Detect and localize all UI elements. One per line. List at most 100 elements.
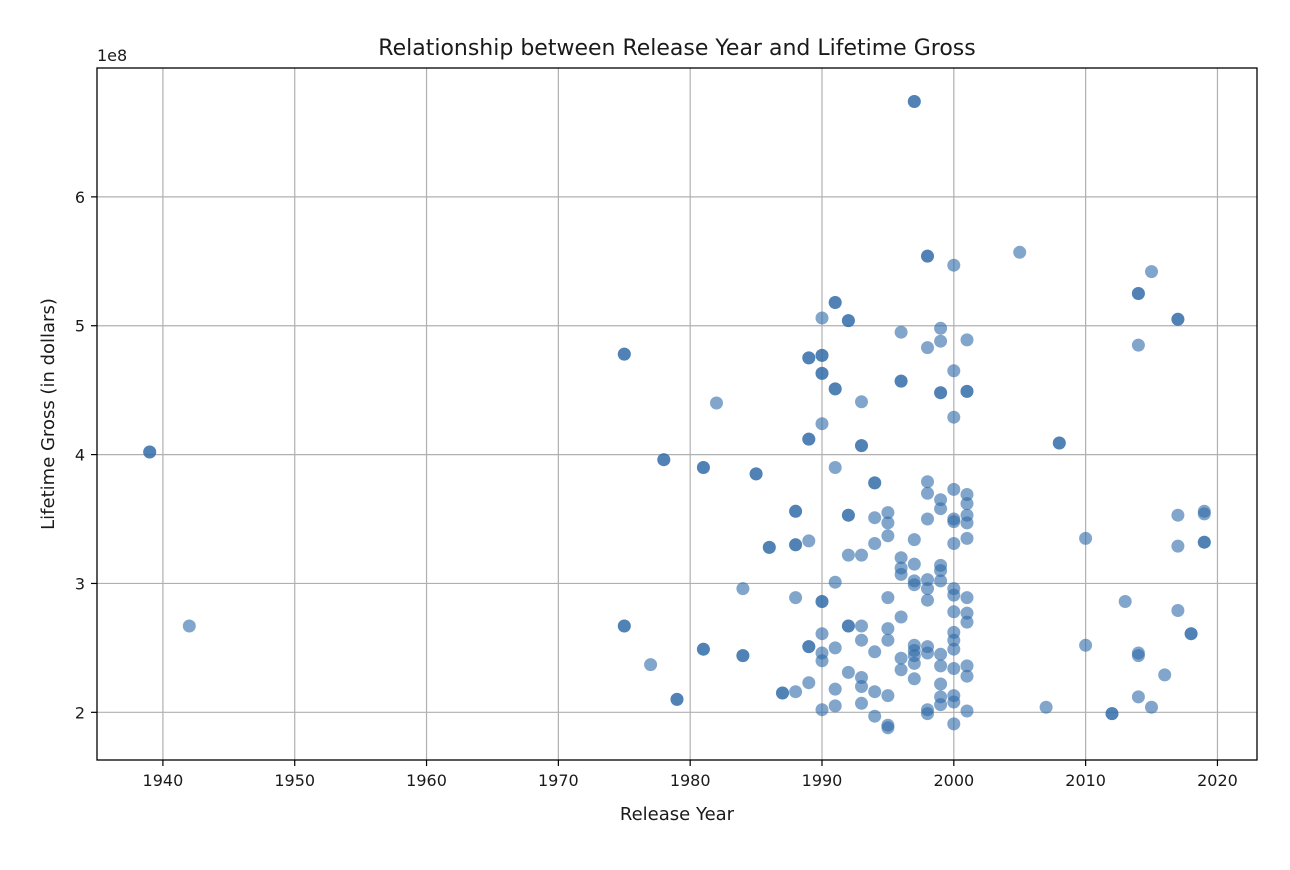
scatter-point — [894, 374, 908, 388]
scatter-point — [1184, 627, 1198, 641]
scatter-point — [1145, 700, 1158, 714]
y-tick-label: 2 — [75, 703, 85, 722]
scatter-point — [907, 672, 921, 686]
scatter-point — [947, 695, 961, 709]
scatter-point — [1013, 245, 1027, 259]
scatter-point — [841, 548, 855, 562]
scatter-point — [960, 606, 974, 620]
grid-layer — [97, 68, 1257, 760]
scatter-point — [855, 633, 868, 647]
scatter-point — [934, 677, 948, 691]
scatter-point — [749, 467, 763, 481]
scatter-point — [815, 654, 829, 668]
y-tick-label: 6 — [75, 188, 85, 207]
scatter-point — [934, 564, 948, 578]
scatter-point — [762, 540, 776, 554]
scatter-point — [960, 615, 974, 629]
scatter-point — [776, 686, 789, 700]
scatter-point — [934, 334, 948, 348]
y-axis-label: Lifetime Gross (in dollars) — [38, 298, 59, 530]
scatter-point — [960, 497, 974, 511]
scatter-point — [1145, 265, 1158, 279]
scatter-point — [828, 296, 842, 309]
scatter-point — [617, 619, 631, 633]
scatter-point — [1105, 707, 1119, 721]
scatter-point — [894, 325, 908, 339]
scatter-point — [828, 699, 842, 713]
ticks-layer: 1940 1950 1960 1970 1980 1990 2000 2010 2020 2 3 4 5… — [75, 188, 1238, 790]
scatter-point — [934, 493, 948, 507]
scatter-point — [894, 551, 908, 565]
scatter-point — [934, 502, 948, 516]
scatter-point — [789, 538, 803, 552]
scatter-point — [815, 311, 829, 325]
scatter-point — [947, 717, 961, 731]
scatter-point — [815, 595, 829, 608]
scatter-point — [921, 646, 934, 660]
scatter-point — [815, 627, 829, 641]
scatter-point — [182, 619, 196, 633]
x-tick-label: 1990 — [802, 771, 843, 790]
scatter-point — [934, 321, 948, 335]
scatter-point — [855, 671, 868, 684]
scatter-point — [894, 610, 908, 624]
scatter-point — [868, 709, 882, 723]
scatter-point — [881, 622, 895, 636]
scatter-point — [828, 382, 842, 396]
scatter-point — [947, 364, 961, 378]
scatter-point — [855, 395, 868, 409]
x-tick-label: 1960 — [406, 771, 447, 790]
scatter-point — [696, 461, 710, 474]
scatter-point — [921, 249, 934, 263]
scatter-point — [894, 651, 908, 665]
scatter-point — [868, 537, 882, 550]
scatter-point — [947, 642, 961, 656]
scatter-point — [947, 662, 961, 675]
scatter-point — [1131, 649, 1145, 663]
scatter-point — [617, 347, 631, 361]
scatter-point — [960, 516, 974, 530]
scatter-point — [789, 685, 803, 699]
scatter-point — [947, 482, 961, 496]
scatter-point — [881, 529, 895, 543]
scatter-point — [947, 633, 961, 647]
scatter-point — [802, 640, 816, 654]
scatter-point — [828, 641, 842, 655]
scatter-point — [1171, 539, 1185, 553]
scatter-point — [921, 593, 934, 607]
scatter-point — [815, 417, 829, 431]
plot-frame — [96, 67, 1258, 761]
scatter-point — [934, 647, 948, 661]
scatter-point — [907, 557, 921, 571]
scatter-point — [907, 578, 921, 592]
scatter-point — [1131, 287, 1145, 300]
scatter-point — [868, 685, 882, 699]
scatter-point — [960, 669, 974, 683]
scatter-point — [802, 676, 816, 690]
x-tick-label: 2020 — [1197, 771, 1238, 790]
scatter-point — [947, 515, 961, 529]
y-tick-label: 5 — [75, 317, 85, 336]
scatter-point — [960, 333, 974, 347]
scatter-point — [881, 591, 895, 605]
scatter-point — [1158, 668, 1172, 682]
x-tick-label: 2000 — [933, 771, 974, 790]
scatter-point — [1197, 535, 1211, 549]
scatter-point — [921, 486, 934, 500]
scatter-point — [921, 512, 934, 526]
x-tick-label: 1970 — [538, 771, 579, 790]
scatter-point — [855, 548, 868, 562]
scatter-point — [881, 718, 895, 732]
scatter-point — [921, 707, 934, 721]
scatter-point — [868, 476, 882, 490]
scatter-point — [894, 567, 908, 581]
scatter-point — [802, 534, 816, 548]
scatter-point — [855, 619, 868, 633]
scatter-point — [921, 475, 934, 489]
scatter-point — [960, 531, 974, 545]
scatter-point — [947, 410, 961, 424]
scatter-point — [947, 588, 961, 602]
scatter-point — [960, 488, 974, 501]
